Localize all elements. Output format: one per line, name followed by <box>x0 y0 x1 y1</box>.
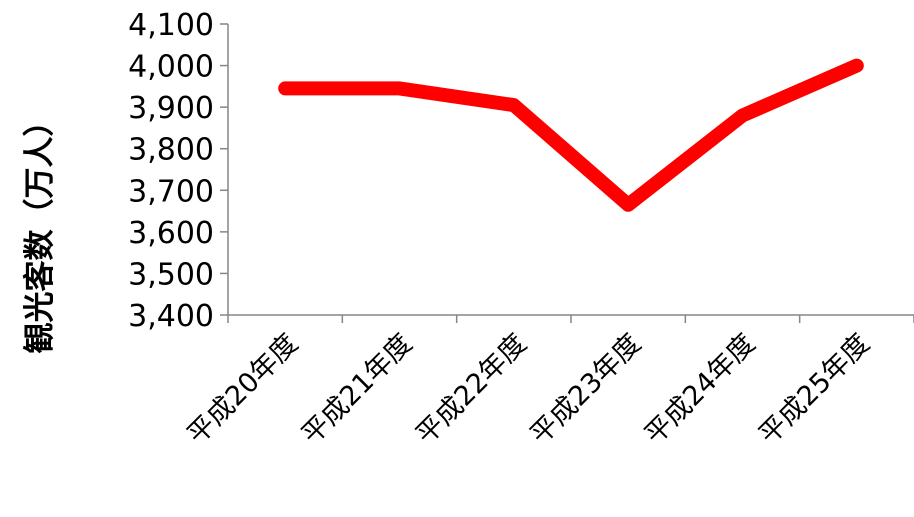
y-tick-label: 3,500 <box>128 257 214 292</box>
x-tick-label: 平成20年度 <box>182 328 305 451</box>
y-tick-label: 4,000 <box>128 50 214 85</box>
data-point <box>398 87 401 90</box>
data-point <box>284 87 287 90</box>
data-point <box>855 64 858 67</box>
x-tick-label: 平成22年度 <box>410 328 533 451</box>
data-point <box>627 203 630 206</box>
x-tick-label: 平成25年度 <box>753 328 876 451</box>
x-tick-label: 平成23年度 <box>525 328 648 451</box>
series-line <box>278 58 864 212</box>
x-tick-label: 平成21年度 <box>296 328 419 451</box>
y-tick-label: 3,400 <box>128 299 214 334</box>
y-tick-label: 3,900 <box>128 91 214 126</box>
data-point <box>512 104 515 107</box>
y-tick-label: 3,600 <box>128 216 214 251</box>
y-tick-label: 3,800 <box>128 133 214 168</box>
y-axis-title: 観光客数（万人） <box>22 106 58 354</box>
y-axis: 3,400 3,500 3,600 3,700 3,800 3,900 4,000 4,100 <box>128 8 229 334</box>
x-tick-label: 平成24年度 <box>639 328 762 451</box>
y-tick-label: 3,700 <box>128 174 214 209</box>
y-tick-label: 4,100 <box>128 8 214 43</box>
series <box>278 58 864 212</box>
data-point <box>741 114 744 117</box>
